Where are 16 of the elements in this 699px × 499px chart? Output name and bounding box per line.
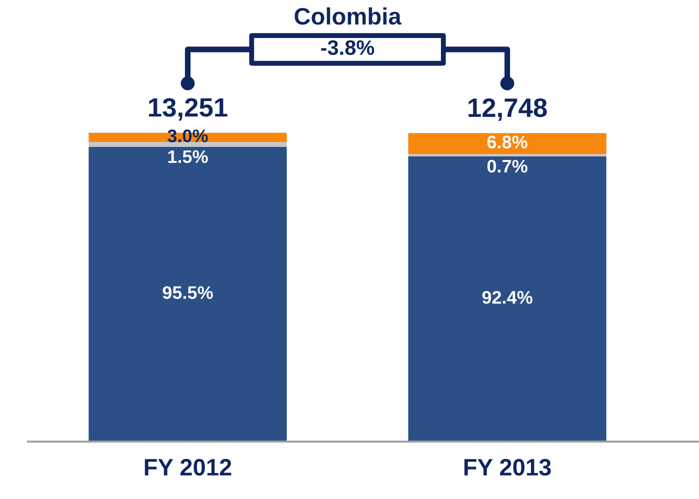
text: Colombia xyxy=(294,7,402,25)
bar xyxy=(88,146,287,442)
x-tick-label: FY 2012 xyxy=(144,458,232,476)
data-label: 95.5% xyxy=(162,286,213,299)
bar xyxy=(408,156,606,442)
data-label: 92.4% xyxy=(482,291,532,304)
data-label: 0.7% xyxy=(487,160,528,173)
text: 12,748 xyxy=(468,98,547,121)
data-label: 1.5% xyxy=(168,150,208,164)
bar xyxy=(408,133,606,154)
text: -3.8% xyxy=(321,40,374,56)
bar xyxy=(88,142,287,147)
x-tick-label: FY 2013 xyxy=(464,458,551,476)
data-label: 6.8% xyxy=(487,136,528,148)
data-label: 3.0% xyxy=(168,129,208,142)
text: 13,251 xyxy=(149,98,228,121)
